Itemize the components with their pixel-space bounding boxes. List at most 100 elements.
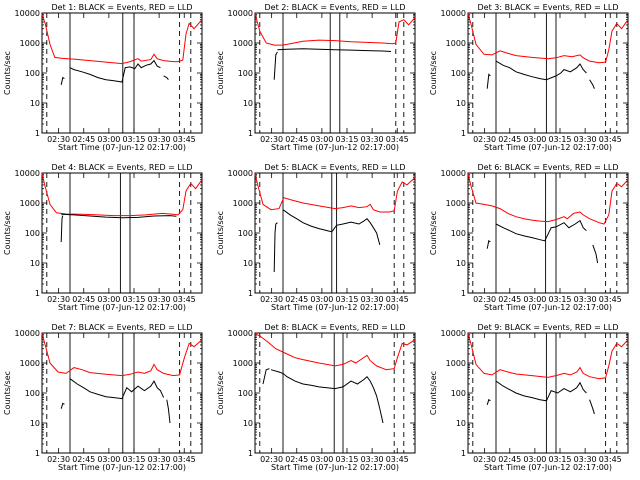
x-tick-label: 03:15 [548,135,571,144]
y-tick-label: 1 [35,289,40,298]
y-tick-label: 10000 [441,9,466,18]
y-axis-label: Counts/sec [429,371,438,415]
lld-series-line [41,14,203,65]
lld-series-line [254,173,416,213]
events-series-line [486,73,491,89]
events-series-line [495,380,587,402]
detector-panel: 1 10 100 1000 10000 02:30 02:45 03:00 03:15 03:30… [3,323,203,472]
events-series-line [60,402,65,409]
y-axis-label: Counts/sec [429,51,438,95]
x-tick-label: 03:15 [335,455,358,464]
x-tick-label: 02:45 [498,295,521,304]
y-tick-label: 10000 [228,329,253,338]
y-tick-label: 1000 [20,199,40,208]
x-tick-label: 02:30 [47,135,70,144]
x-tick-label: 02:45 [72,295,95,304]
detector-panel: 1 10 100 1000 10000 02:30 02:45 03:00 03:15 03:30… [216,323,416,472]
panel-title: Det 2: BLACK = Events, RED = LLD [265,3,406,12]
y-axis-label: Counts/sec [216,371,225,415]
events-series-line [495,219,587,242]
y-tick-label: 100 [25,389,40,398]
x-tick-label: 03:15 [548,295,571,304]
x-tick-label: 03:30 [574,295,597,304]
y-tick-label: 1 [248,449,253,458]
y-tick-label: 10 [243,419,253,428]
y-tick-label: 1 [461,449,466,458]
x-tick-label: 02:30 [47,455,70,464]
x-tick-label: 02:45 [285,135,308,144]
y-tick-label: 10 [30,259,40,268]
panel-title: Det 5: BLACK = Events, RED = LLD [265,163,406,172]
x-tick-label: 03:45 [599,455,622,464]
x-tick-label: 03:00 [310,135,333,144]
y-tick-label: 10 [243,259,253,268]
events-series-line [282,209,381,246]
x-tick-label: 03:45 [386,455,409,464]
panel-title: Det 1: BLACK = Events, RED = LLD [52,3,193,12]
x-tick-label: 03:00 [310,295,333,304]
y-tick-label: 1000 [233,39,253,48]
x-tick-label: 03:15 [548,455,571,464]
y-tick-label: 10 [456,99,466,108]
detector-panel: 1 10 100 1000 10000 02:30 02:45 03:00 03:15 03:30… [429,323,629,472]
x-axis-label: Start Time (07-Jun-12 02:17:00) [271,143,399,152]
lld-series-line [254,13,416,46]
y-tick-label: 10 [30,419,40,428]
x-tick-label: 02:45 [72,135,95,144]
x-tick-label: 03:30 [574,135,597,144]
x-tick-label: 03:15 [122,295,145,304]
events-series-line [486,398,491,406]
x-axis-label: Start Time (07-Jun-12 02:17:00) [58,143,186,152]
y-tick-label: 1000 [233,359,253,368]
events-series-line [60,76,65,86]
panel-title: Det 4: BLACK = Events, RED = LLD [52,163,193,172]
x-tick-label: 03:45 [173,135,196,144]
detector-panel: 1 10 100 1000 10000 02:30 02:45 03:00 03:15 03:30… [3,163,203,312]
y-tick-label: 100 [238,229,253,238]
x-tick-label: 03:00 [97,295,120,304]
lld-series-line [41,333,203,377]
x-tick-label: 02:45 [498,455,521,464]
x-tick-label: 03:30 [361,455,384,464]
x-tick-label: 03:30 [148,135,171,144]
y-axis-label: Counts/sec [429,211,438,255]
x-tick-label: 02:30 [473,455,496,464]
y-axis-label: Counts/sec [216,51,225,95]
lld-series-line [467,173,629,225]
lld-series-line [254,333,416,371]
y-tick-label: 1 [461,289,466,298]
x-tick-label: 03:45 [386,295,409,304]
y-axis-label: Counts/sec [3,51,12,95]
events-series-line [69,378,165,400]
x-tick-label: 02:45 [498,135,521,144]
detector-panel: 1 10 100 1000 10000 02:30 02:45 03:00 03:15 03:30… [429,163,629,312]
panel-title: Det 9: BLACK = Events, RED = LLD [478,323,619,332]
detector-panel: 1 10 100 1000 10000 02:30 02:45 03:00 03:15 03:30… [216,3,416,152]
x-axis-label: Start Time (07-Jun-12 02:17:00) [484,463,612,472]
lld-series-line [41,173,203,217]
y-tick-label: 1000 [20,359,40,368]
y-tick-label: 10000 [228,9,253,18]
y-tick-label: 1000 [446,199,466,208]
y-tick-label: 1 [35,129,40,138]
y-tick-label: 100 [238,69,253,78]
x-axis-label: Start Time (07-Jun-12 02:17:00) [58,303,186,312]
y-tick-label: 1000 [233,199,253,208]
x-tick-label: 03:45 [599,135,622,144]
x-tick-label: 03:15 [335,295,358,304]
panel-title: Det 6: BLACK = Events, RED = LLD [478,163,619,172]
events-series-line [592,244,599,264]
y-tick-label: 10000 [15,329,40,338]
y-axis-label: Counts/sec [216,211,225,255]
x-tick-label: 02:45 [285,455,308,464]
x-tick-label: 03:45 [173,455,196,464]
x-axis-label: Start Time (07-Jun-12 02:17:00) [484,303,612,312]
detector-panel: 1 10 100 1000 10000 02:30 02:45 03:00 03:15 03:30… [429,3,629,152]
x-tick-label: 03:30 [361,295,384,304]
y-tick-label: 100 [25,229,40,238]
events-series-line [61,213,177,219]
x-tick-label: 02:30 [260,135,283,144]
y-tick-label: 1000 [20,39,40,48]
